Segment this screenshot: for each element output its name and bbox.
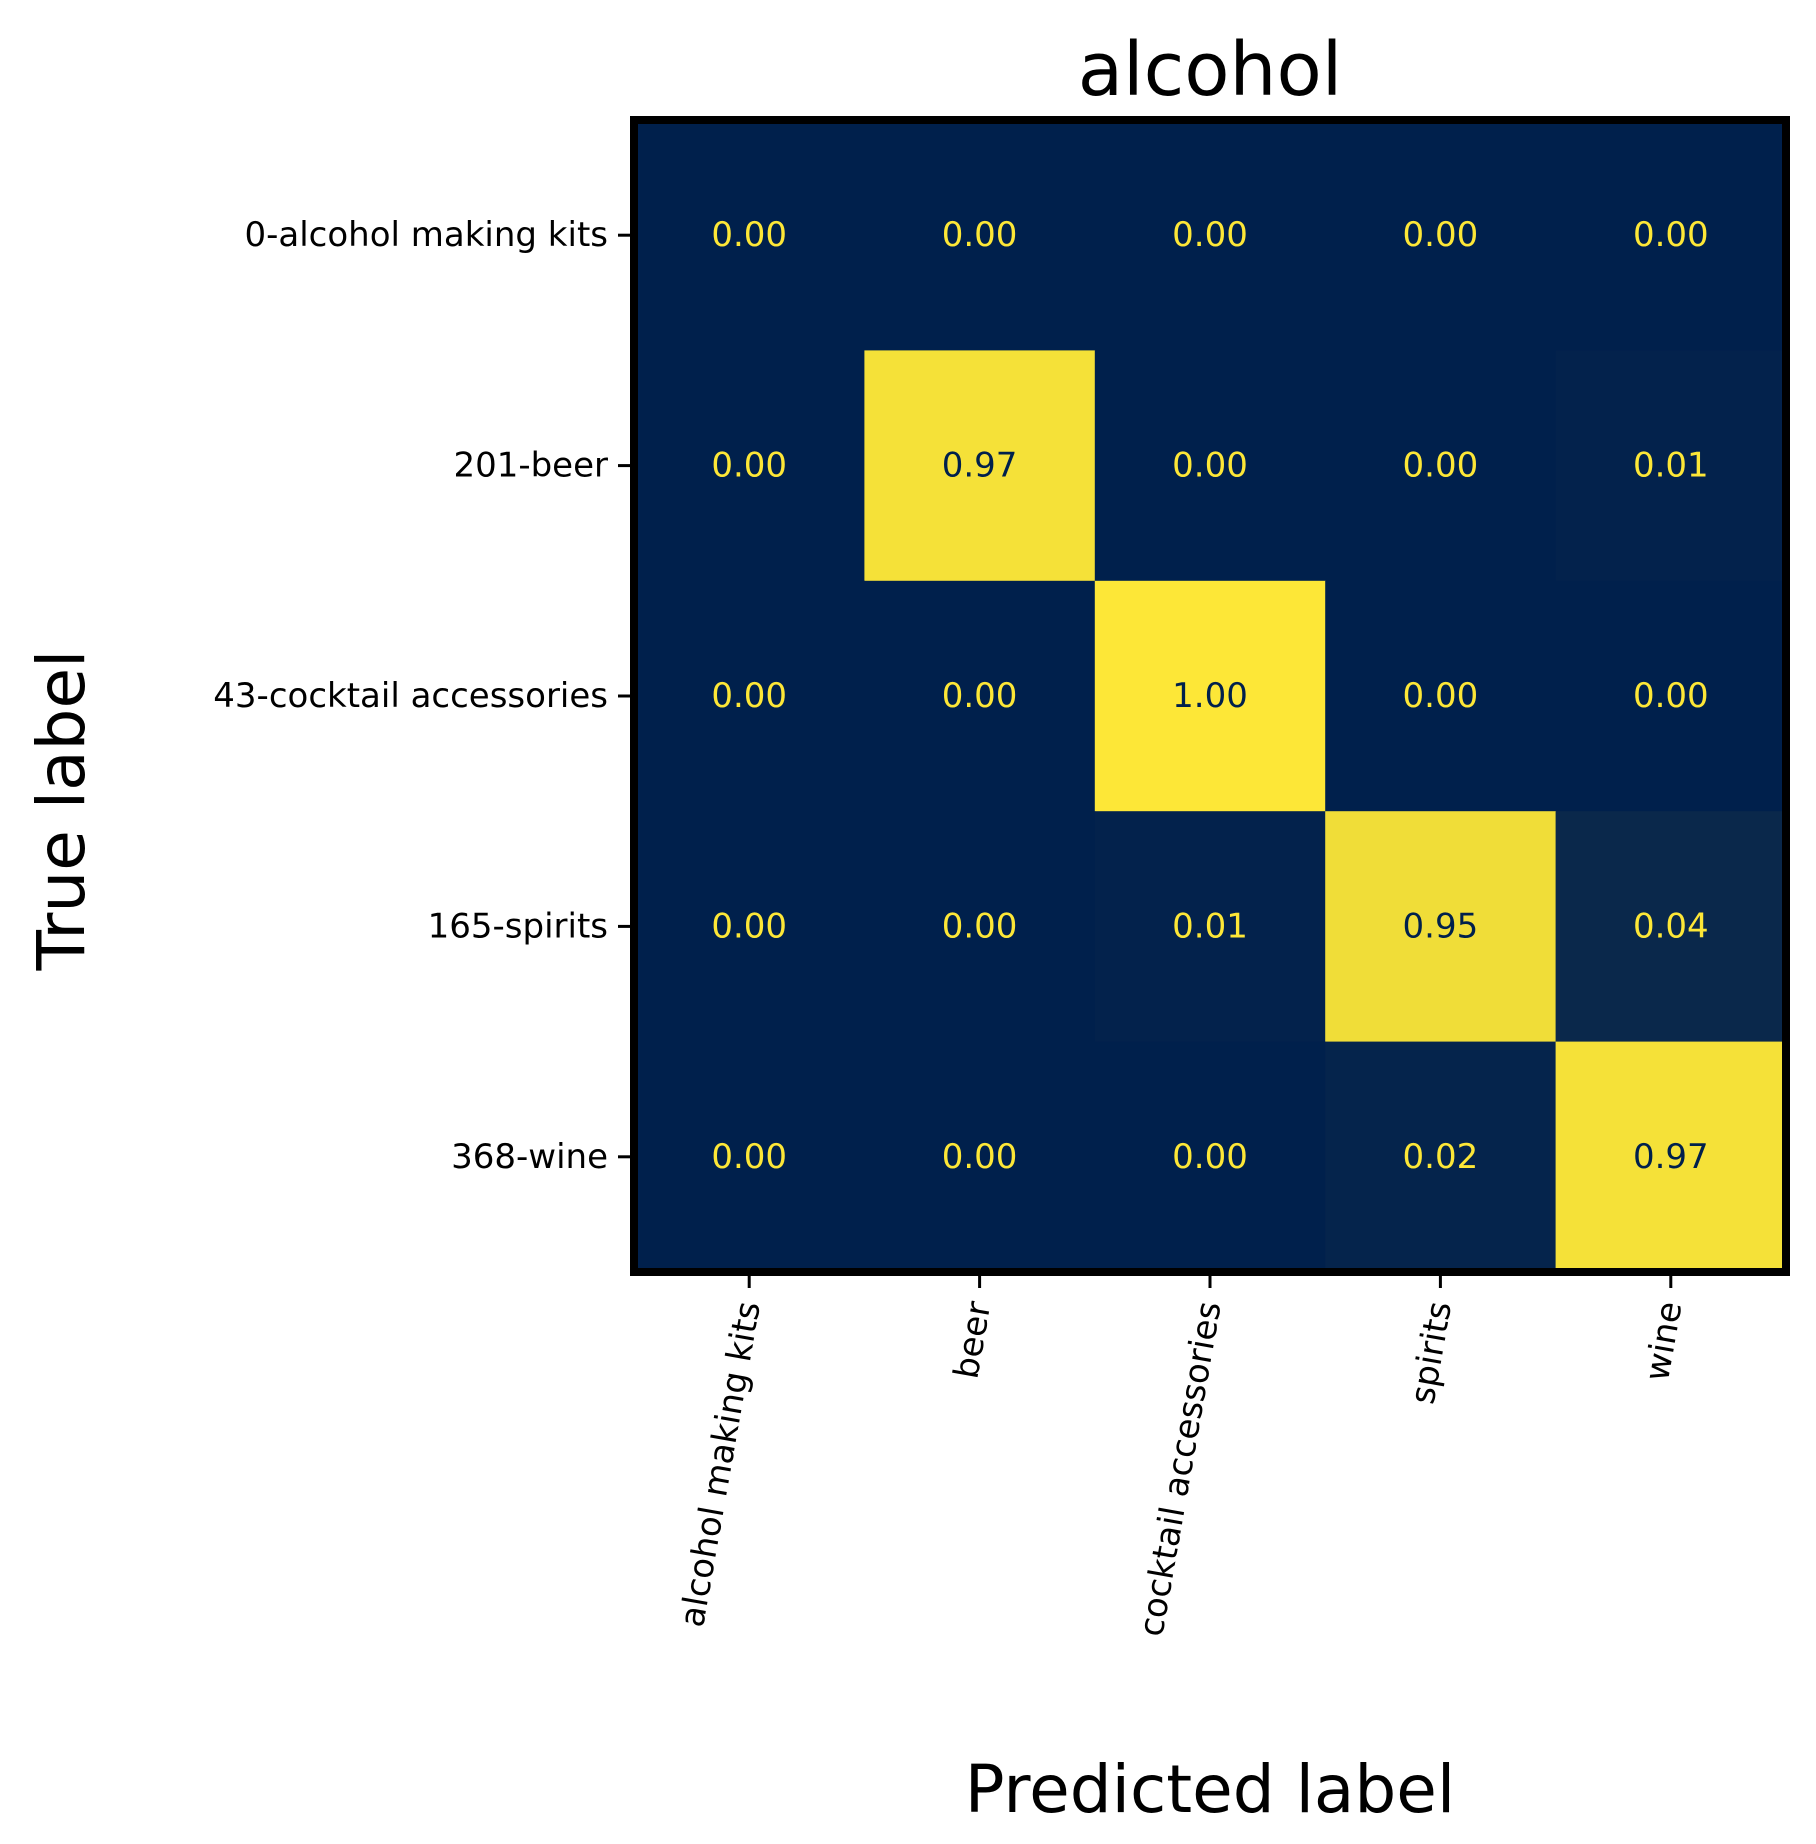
cell-value-label: 0.01 [1172, 906, 1248, 946]
heatmap-cell [1555, 811, 1787, 1043]
heatmap-cell [1325, 120, 1557, 351]
cell-value-label: 0.00 [1633, 676, 1709, 716]
y-tick-label-165-spirits: 165-spirits [428, 906, 608, 946]
heatmap-cell [864, 580, 1096, 812]
cell-value-label: 0.00 [1172, 1137, 1248, 1177]
heatmap-cell [1094, 120, 1326, 351]
cell-value-label: 0.02 [1403, 1137, 1479, 1177]
heatmap-cell [1325, 350, 1557, 582]
heatmap-cell [1325, 1041, 1557, 1273]
heatmap-cell [1094, 811, 1326, 1043]
heatmap-cell [1325, 811, 1557, 1043]
cell-value-label: 0.95 [1403, 906, 1479, 946]
cell-value-label: 0.97 [1633, 1137, 1709, 1177]
heatmap-cell [1325, 580, 1557, 812]
y-tick-label-43-cocktail-accessories: 43-cocktail accessories [213, 676, 608, 716]
cell-value-label: 0.00 [711, 1137, 787, 1177]
heatmap-cell [864, 350, 1096, 582]
cell-value-label: 0.00 [1172, 446, 1248, 486]
heatmap-cell [1094, 350, 1326, 582]
cell-value-label: 0.97 [942, 446, 1018, 486]
cell-value-label: 0.00 [711, 215, 787, 255]
cell-value-label: 0.00 [711, 676, 787, 716]
cell-value-label: 0.00 [711, 906, 787, 946]
heatmap-cell [1555, 580, 1787, 812]
heatmap-cell [864, 811, 1096, 1043]
y-axis-label: True label [23, 650, 100, 972]
heatmap-cell [1555, 350, 1787, 582]
cell-value-label: 0.00 [942, 1137, 1018, 1177]
cell-value-label: 1.00 [1172, 676, 1248, 716]
heatmap-cell [634, 811, 865, 1043]
cell-value-label: 0.00 [1403, 446, 1479, 486]
heatmap-cell [864, 120, 1096, 351]
cell-value-label: 0.00 [1172, 215, 1248, 255]
y-tick-label-0-alcohol-making-kits: 0-alcohol making kits [245, 215, 609, 255]
cell-value-label: 0.00 [1403, 676, 1479, 716]
heatmap-cell [634, 580, 865, 812]
heatmap-cell [634, 120, 865, 351]
cell-value-label: 0.01 [1633, 446, 1709, 486]
heatmap-cells [634, 120, 1787, 1273]
y-tick-label-201-beer: 201-beer [453, 446, 608, 486]
cell-value-label: 0.00 [1403, 215, 1479, 255]
heatmap-cell [1094, 580, 1326, 812]
heatmap-cell [1555, 1041, 1787, 1273]
cell-value-label: 0.00 [942, 215, 1018, 255]
chart-title: alcohol [1078, 27, 1343, 113]
cell-value-label: 0.00 [1633, 215, 1709, 255]
cell-value-label: 0.00 [711, 446, 787, 486]
heatmap-cell [1555, 120, 1787, 351]
cell-value-label: 0.00 [942, 906, 1018, 946]
x-axis-label: Predicted label [965, 1751, 1455, 1828]
y-axis-ticks: 0-alcohol making kits 201-beer 43-cocktail… [213, 215, 630, 1177]
heatmap-cell [1094, 1041, 1326, 1273]
heatmap-value-labels: 0.00 0.00 0.00 0.00 0.00 0.00 0.97 0.00 0.00 0.01… [711, 215, 1708, 1177]
heatmap-cell [864, 1041, 1096, 1273]
heatmap-cell [634, 1041, 865, 1273]
y-tick-label-368-wine: 368-wine [451, 1137, 608, 1177]
heatmap-cell [634, 350, 865, 582]
cell-value-label: 0.00 [942, 676, 1018, 716]
cell-value-label: 0.04 [1633, 906, 1709, 946]
plot-frame [630, 116, 1790, 1276]
